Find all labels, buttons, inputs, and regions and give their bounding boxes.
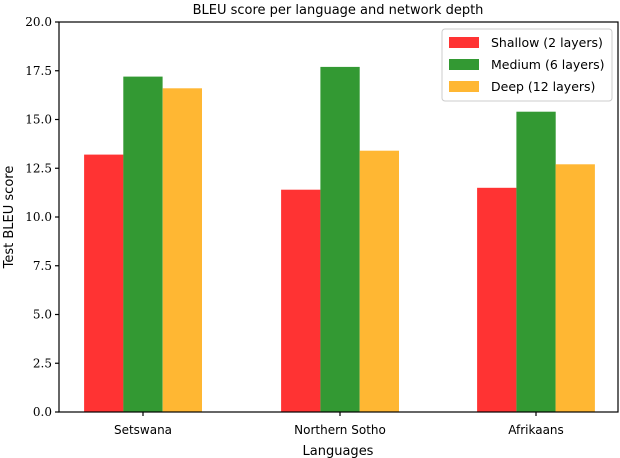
y-tick-label: 15.0 [25, 113, 52, 127]
y-tick-label: 2.5 [33, 356, 52, 370]
x-tick-label: Afrikaans [508, 423, 564, 437]
x-tick-label: Setswana [114, 423, 172, 437]
legend-label: Medium (6 layers) [491, 57, 605, 72]
bar [281, 189, 321, 412]
bar [477, 187, 517, 412]
bar [123, 76, 163, 412]
y-tick-label: 10.0 [25, 210, 52, 224]
chart-title: BLEU score per language and network dept… [193, 3, 484, 18]
x-axis-ticks: Setswana Northern Sotho Afrikaans [114, 412, 564, 437]
plot-frame [58, 21, 619, 413]
y-tick-label: 5.0 [33, 308, 52, 322]
y-axis-ticks: 0.0 2.5 5.0 7.5 10.0 12.5 15.0 17.5 20.0 [25, 15, 59, 419]
y-tick-label: 20.0 [25, 15, 52, 29]
y-tick-label: 7.5 [33, 259, 52, 273]
x-tick-label: Northern Sotho [294, 423, 386, 437]
legend-swatch [449, 37, 479, 48]
legend: Shallow (2 layers) Medium (6 layers) Deep … [441, 28, 613, 102]
x-axis-label: Languages [303, 444, 374, 458]
y-tick-label: 0.0 [33, 405, 52, 419]
y-axis-label: Test BLEU score [2, 166, 17, 270]
y-tick-label: 12.5 [25, 161, 52, 175]
bars [84, 66, 595, 413]
bar [84, 154, 124, 412]
legend-label: Deep (12 layers) [491, 79, 595, 94]
bar [516, 111, 556, 412]
legend-swatch [449, 81, 479, 92]
legend-swatch [449, 59, 479, 70]
bar [359, 150, 399, 412]
y-tick-label: 17.5 [25, 64, 52, 78]
bar [555, 164, 595, 412]
legend-frame [441, 28, 613, 102]
bar [320, 66, 360, 413]
bar [162, 88, 202, 413]
legend-label: Shallow (2 layers) [491, 35, 603, 50]
